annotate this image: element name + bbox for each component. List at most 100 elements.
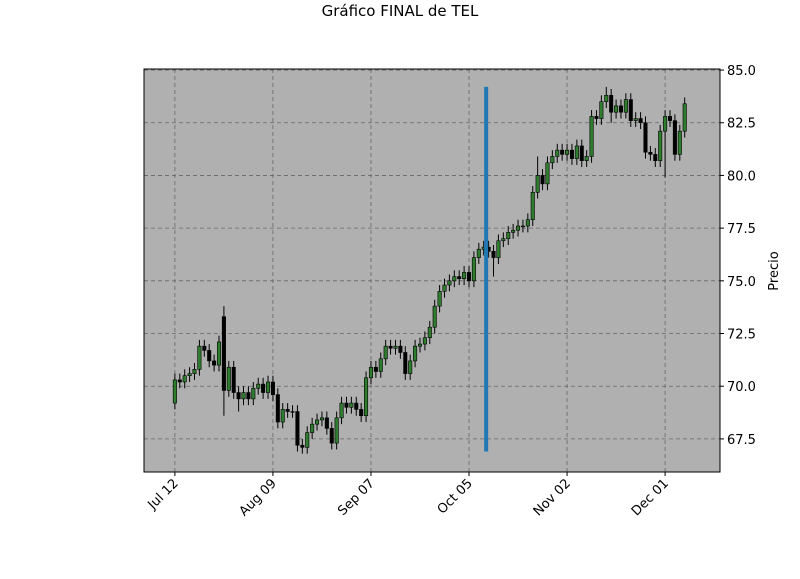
candle-body: [251, 388, 256, 400]
candle-body: [427, 326, 432, 339]
candle-body: [677, 130, 682, 155]
candle-body: [462, 272, 467, 280]
candle-body: [319, 417, 324, 421]
candle-body: [393, 345, 398, 349]
candle-body: [373, 366, 378, 372]
candle-body: [466, 272, 472, 282]
y-tick-label: 85.0: [727, 64, 756, 79]
candle-body: [520, 225, 525, 228]
candle-body: [417, 343, 423, 347]
candle-body: [329, 428, 334, 444]
candle-body: [368, 366, 373, 379]
candle-body: [496, 240, 501, 258]
candle-body: [334, 417, 339, 444]
candle-body: [383, 345, 388, 360]
candle-body: [476, 248, 481, 258]
candle-body: [550, 156, 555, 164]
candle-body: [442, 284, 447, 292]
x-tick-label: Oct 05: [435, 476, 476, 517]
x-tick-label: Nov 02: [531, 476, 574, 519]
y-tick-label: 77.5: [727, 222, 756, 237]
y-tick-label: 70.0: [727, 380, 756, 395]
candle-body: [565, 149, 570, 155]
candle-body: [364, 377, 369, 417]
candle-body: [305, 432, 310, 448]
candle-body: [501, 238, 506, 242]
y-tick-label: 67.5: [727, 433, 756, 448]
candle-body: [231, 366, 236, 393]
candle-body: [315, 419, 320, 425]
candle-body: [638, 118, 643, 124]
candle-body: [216, 341, 222, 366]
candle-body: [295, 411, 300, 446]
candle-body: [300, 444, 305, 448]
y-tick-label: 75.0: [727, 275, 756, 290]
candle-body: [648, 151, 653, 155]
candle-body: [275, 394, 280, 423]
candle-body: [280, 409, 285, 423]
candle-body: [408, 360, 413, 374]
candle-body: [344, 402, 349, 408]
candle-body: [628, 99, 633, 121]
candle-body: [609, 95, 614, 113]
x-tick-label: Sep 07: [335, 476, 378, 519]
candle-body: [413, 345, 418, 362]
candle-body: [339, 402, 344, 419]
candle-body: [256, 383, 261, 389]
candle-body: [202, 345, 207, 351]
candle-body: [653, 154, 658, 161]
x-tick-label: Dec 01: [629, 476, 672, 519]
candle-body: [207, 350, 212, 362]
candle-body: [236, 392, 241, 400]
candle-body: [535, 175, 540, 193]
candle-body: [614, 105, 619, 113]
candle-body: [540, 175, 545, 185]
candle-body: [246, 392, 251, 400]
candle-body: [432, 305, 437, 328]
candle-body: [290, 411, 295, 413]
candle-body: [398, 345, 403, 353]
candle-body: [457, 276, 462, 280]
candle-body: [182, 375, 187, 383]
candle-body: [285, 409, 290, 412]
plot-area: [144, 69, 720, 472]
candle-body: [506, 232, 511, 239]
plot-frame: [143, 68, 721, 473]
candle-body: [241, 392, 246, 400]
candle-body: [447, 280, 452, 286]
candle-body: [643, 122, 648, 153]
candle-body: [359, 409, 364, 417]
candle-body: [516, 225, 521, 231]
candle-body: [388, 345, 393, 349]
candle-body: [658, 130, 663, 161]
y-axis-label: Precio: [767, 251, 782, 290]
candle-body: [525, 219, 530, 227]
candle-body: [403, 352, 408, 374]
candle-body: [667, 116, 673, 121]
candle-body: [594, 116, 599, 119]
candle-body: [555, 149, 560, 157]
candle-body: [212, 360, 217, 366]
candle-body: [192, 369, 197, 374]
candle-body: [172, 379, 177, 404]
candle-body: [437, 291, 442, 307]
candle-body: [579, 145, 584, 161]
candle-body: [599, 101, 604, 119]
chart-title: Gráfico FINAL de TEL: [322, 2, 479, 20]
candle-body: [354, 402, 359, 410]
candle-body: [226, 366, 231, 391]
candle-body: [672, 120, 677, 155]
candle-body: [422, 337, 427, 345]
candle-body: [682, 103, 687, 132]
candle-body: [623, 99, 628, 113]
candle-body: [569, 149, 574, 159]
candle-body: [633, 118, 638, 121]
candle-body: [221, 316, 226, 391]
candle-body: [584, 156, 589, 161]
candle-body: [618, 105, 623, 113]
x-tick-label: Aug 09: [237, 476, 280, 519]
candle-body: [310, 423, 315, 433]
candle-body: [511, 229, 516, 233]
x-tick-label: Jul 12: [145, 476, 182, 513]
y-tick-label: 80.0: [727, 169, 756, 184]
